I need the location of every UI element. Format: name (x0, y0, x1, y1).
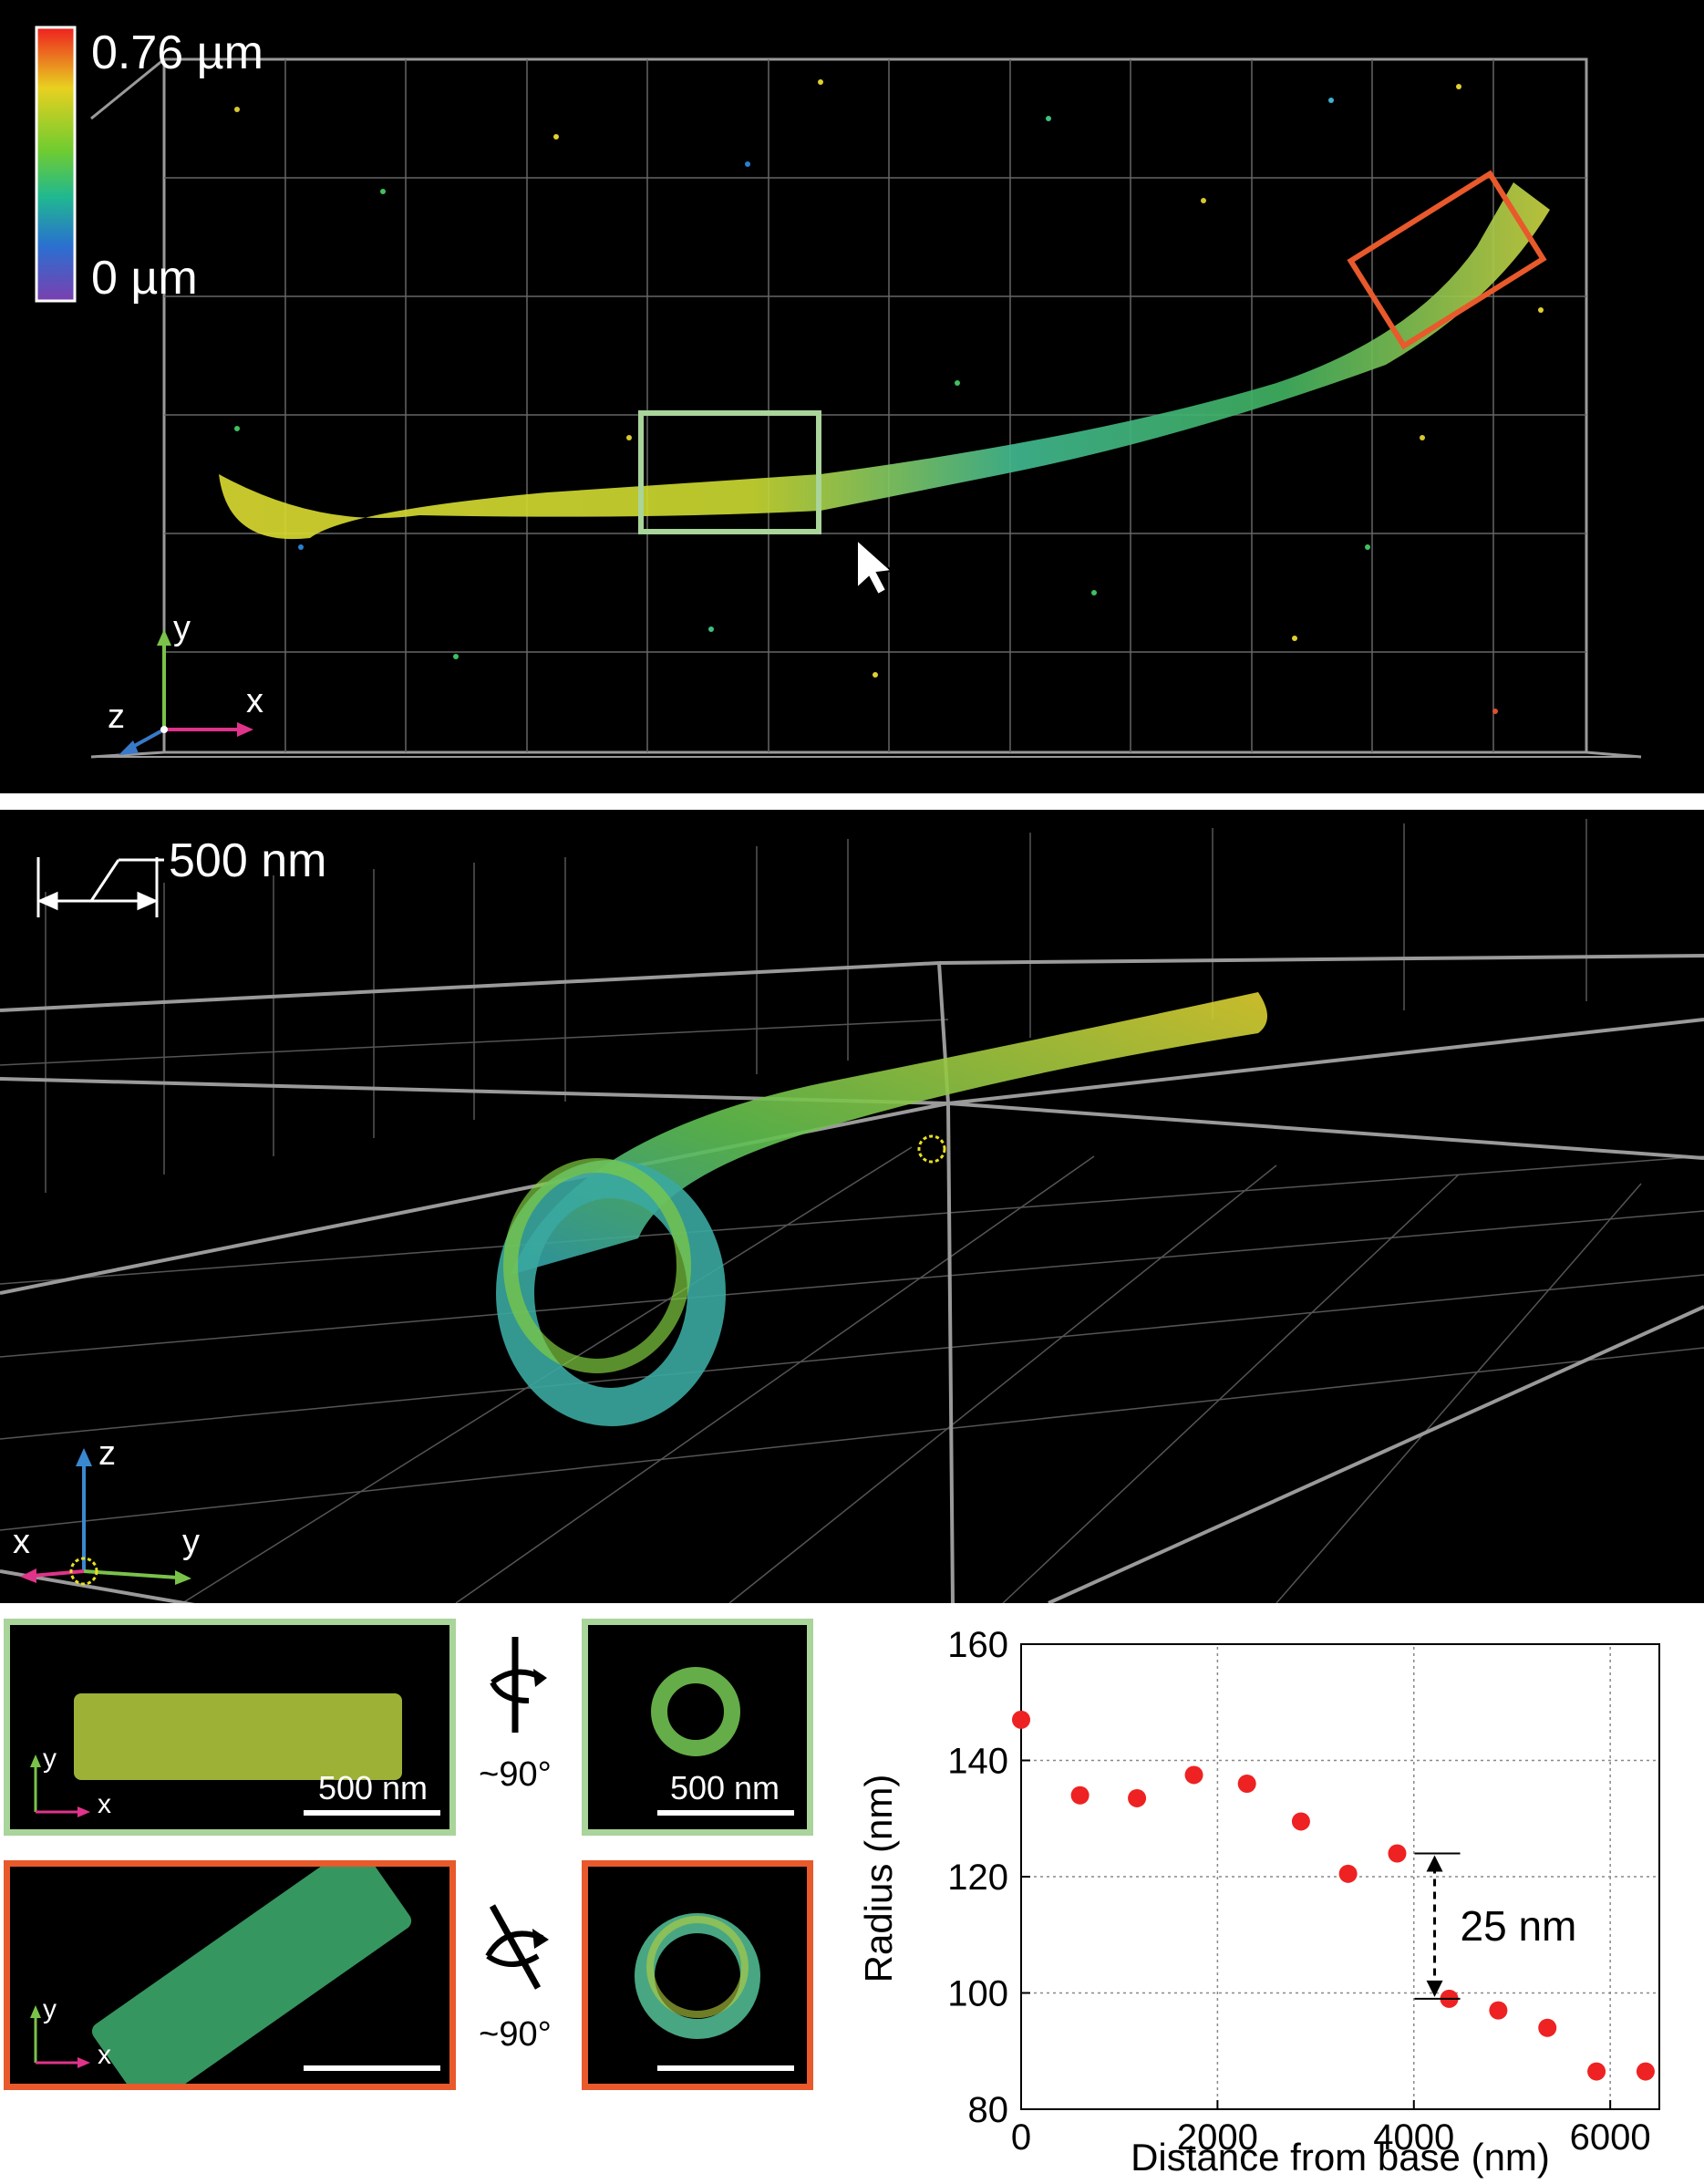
annotation-arrow-up-icon (1426, 1855, 1443, 1872)
radius-chart: 80 100 120 140 160 0 2000 4000 6000 25 nm Dista… (857, 1625, 1660, 2179)
side-axis-triad-icon (20, 1448, 191, 1586)
orange-inset-xy: y x (4, 1860, 456, 2090)
rotation-bottom-label: ~90° (479, 2015, 552, 2054)
cross-section-ring-green (651, 1667, 740, 1756)
x-tick-label: 2000 (1177, 2117, 1258, 2158)
filament-segment-orange (91, 1867, 412, 2084)
orange-end-scale-bar (657, 2065, 794, 2071)
top-3d-render (35, 26, 1642, 759)
y-tick-label: 160 (947, 1625, 1008, 1665)
data-point (1636, 2062, 1655, 2081)
green-inset-scale-bar (304, 1810, 440, 1816)
filament-segment-green (74, 1693, 402, 1780)
rotate-top-icon (490, 1637, 547, 1733)
annotation-label: 25 nm (1461, 1902, 1577, 1950)
green-end-scale-label: 500 nm (669, 1769, 780, 1806)
x-tick-label: 6000 (1570, 2117, 1651, 2158)
top-axis-z-label: z (108, 698, 125, 736)
orange-inset-axis-icon (30, 2005, 90, 2068)
data-point (1538, 2018, 1557, 2037)
box-edges (0, 954, 1704, 1603)
green-inset-x-label: x (98, 1789, 111, 1819)
side-axis-z-label: z (98, 1434, 116, 1473)
green-inset-end-view: 500 nm (582, 1619, 813, 1836)
filament-structure (219, 182, 1550, 540)
x-ticks: 0 2000 4000 6000 (1011, 2100, 1651, 2158)
top-axis-x-label: x (246, 682, 263, 720)
axis-triad-icon (119, 629, 253, 755)
y-tick-label: 120 (947, 1858, 1008, 1898)
orange-inset-end-view (582, 1860, 813, 2090)
data-point (1291, 1812, 1310, 1831)
green-inset-axis-icon (30, 1754, 90, 1817)
orange-roi-box (1347, 170, 1547, 350)
data-point (1128, 1788, 1147, 1807)
x-axis-label: Distance from base (nm) (1131, 2136, 1550, 2179)
data-point (1388, 1844, 1407, 1863)
colorbar-max-label: 0.76 µm (91, 26, 263, 79)
data-point (1489, 2001, 1508, 2020)
data-point (1587, 2062, 1606, 2081)
green-inset-xy: y x 500 nm (4, 1619, 456, 1836)
green-inset-scale-label: 500 nm (317, 1769, 429, 1806)
rotation-top-label: ~90° (479, 1755, 552, 1794)
side-axis-y-label: y (182, 1523, 200, 1561)
data-point (1184, 1765, 1203, 1785)
side-scale-label: 500 nm (169, 834, 327, 887)
annotation-25nm: 25 nm (1414, 1852, 1577, 2000)
y-axis-label: Radius (nm) (857, 1775, 900, 1983)
side-3d-render (0, 819, 1704, 1603)
top-3d-view-panel: 0.76 µm 0 µm y x z (0, 0, 1704, 793)
green-inset-y-label: y (43, 1744, 57, 1774)
data-points (1012, 1710, 1655, 2081)
pointer-arrow-icon (856, 537, 894, 596)
data-point (1012, 1710, 1030, 1729)
scale-bar-500nm (36, 857, 164, 917)
y-tick-label: 140 (947, 1742, 1008, 1782)
y-ticks: 80 100 120 140 160 (947, 1625, 1030, 2130)
background-localizations (234, 79, 1544, 714)
annotation-arrow-down-icon (1426, 1980, 1443, 1997)
data-point (1237, 1775, 1256, 1793)
top-axis-y-label: y (173, 609, 191, 647)
colorbar (35, 26, 77, 303)
green-end-scale-bar (657, 1810, 794, 1816)
filament-side (511, 992, 1267, 1275)
orange-inset-scale-bar (304, 2065, 440, 2071)
y-tick-label: 80 (968, 2090, 1009, 2130)
floor-grid (0, 1146, 1704, 1603)
orange-inset-x-label: x (98, 2040, 111, 2070)
x-tick-label: 0 (1011, 2117, 1031, 2158)
side-axis-x-label: x (13, 1523, 30, 1561)
data-point (1070, 1785, 1090, 1805)
orange-inset-y-label: y (43, 1994, 57, 2024)
rotate-bottom-icon (485, 1904, 549, 1990)
x-tick-label: 4000 (1373, 2117, 1454, 2158)
data-point (1338, 1864, 1358, 1883)
y-tick-label: 100 (947, 1974, 1008, 2014)
colorbar-min-label: 0 µm (91, 252, 198, 305)
bounding-grid (90, 57, 1642, 759)
side-3d-view-panel: 500 nm z x y (0, 810, 1704, 1603)
back-wall-grid (0, 819, 1587, 1193)
green-roi-box (638, 410, 821, 534)
origin-marker (917, 1134, 946, 1164)
